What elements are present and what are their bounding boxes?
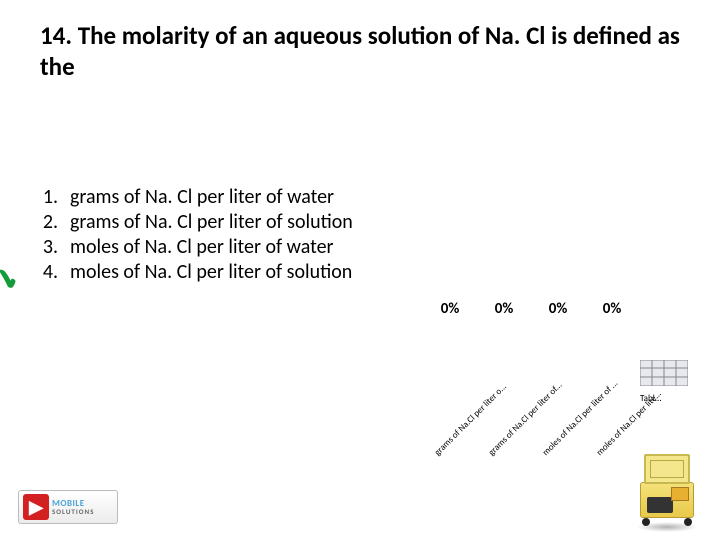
chart-x-label: moles of Na.Cl per liter of ...	[540, 358, 640, 458]
chart-x-label: grams of Na.Cl per liter of...	[486, 358, 586, 458]
answer-number: 4.	[30, 260, 58, 285]
answer-number: 3.	[30, 235, 58, 260]
chart-x-label: grams of Na.Cl per liter o...	[432, 358, 532, 458]
chart-percent: 0%	[538, 300, 578, 318]
logo-mark-icon: ▶	[23, 494, 49, 520]
table-widget[interactable]: Tabl...	[640, 360, 688, 404]
logo-text: MOBILE SOLUTIONS	[52, 499, 94, 515]
device-icon	[632, 452, 702, 532]
table-caption: Tabl...	[640, 393, 688, 404]
chart-percent: 0%	[484, 300, 524, 318]
chart-percent: 0%	[592, 300, 632, 318]
answer-text: grams of Na. Cl per liter of solution	[70, 210, 353, 235]
chart-percent: 0%	[430, 300, 470, 318]
table-icon	[640, 360, 688, 386]
answer-text: moles of Na. Cl per liter of solution	[70, 260, 352, 285]
answer-text: grams of Na. Cl per liter of water	[70, 185, 334, 210]
question-text: The molarity of an aqueous solution of N…	[40, 20, 680, 82]
answer-option[interactable]: 1. grams of Na. Cl per liter of water	[30, 185, 353, 210]
answer-number: 2.	[30, 210, 58, 235]
answer-option[interactable]: 2. grams of Na. Cl per liter of solution	[30, 210, 353, 235]
question-title: 14. The molarity of an aqueous solution …	[40, 20, 690, 83]
answer-text: moles of Na. Cl per liter of water	[70, 235, 334, 260]
answers-list: 1. grams of Na. Cl per liter of water 2.…	[30, 185, 353, 285]
slide: 14. The molarity of an aqueous solution …	[0, 0, 720, 540]
question-number: 14.	[40, 20, 72, 51]
chart-percent-row: 0% 0% 0% 0%	[422, 300, 692, 318]
brand-logo: ▶ MOBILE SOLUTIONS	[18, 490, 118, 524]
answer-option[interactable]: 4. moles of Na. Cl per liter of solution	[30, 260, 353, 285]
answer-option[interactable]: 3. moles of Na. Cl per liter of water	[30, 235, 353, 260]
answer-number: 1.	[30, 185, 58, 210]
correct-check-icon: ✔	[0, 260, 21, 299]
